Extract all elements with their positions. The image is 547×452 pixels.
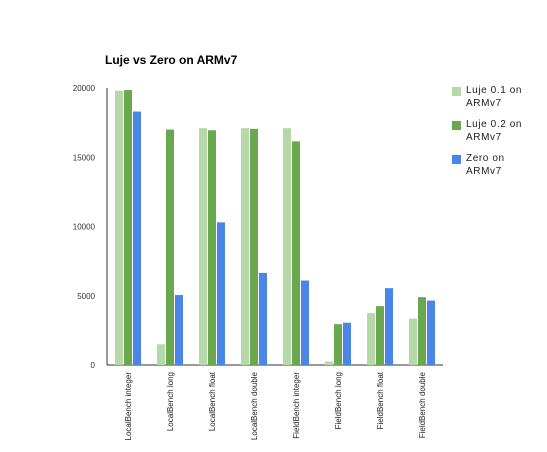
legend-label-luje-0-1: Luje 0.1 on ARMv7 <box>466 85 523 109</box>
bar <box>157 344 165 365</box>
bar <box>301 280 309 365</box>
bars <box>115 90 435 366</box>
bar <box>343 322 351 365</box>
chart-title: Luje vs Zero on ARMv7 <box>105 53 238 67</box>
bar <box>427 300 435 365</box>
bar <box>133 111 141 365</box>
x-tick-label: LocalBench double <box>250 371 259 440</box>
bar <box>259 272 267 365</box>
y-tick-label: 0 <box>91 361 96 370</box>
y-tick-label: 15000 <box>73 153 96 162</box>
legend: Luje 0.1 on ARMv7 Luje 0.2 on ARMv7 Zero… <box>452 84 544 186</box>
bar <box>166 129 174 365</box>
bar <box>217 222 225 365</box>
legend-label-luje-0-2: Luje 0.2 on ARMv7 <box>466 119 523 143</box>
y-tick-label: 20000 <box>73 84 96 93</box>
x-tick-label: LocalBench float <box>208 371 217 431</box>
bar <box>199 128 207 365</box>
bar <box>385 288 393 365</box>
bar <box>283 128 291 365</box>
x-tick-label: FieldBench long <box>334 372 343 429</box>
bar <box>367 313 375 365</box>
bar <box>376 306 384 365</box>
y-tick-label: 10000 <box>73 223 96 232</box>
x-tick-label: LocalBench integer <box>124 372 133 441</box>
x-tick-label: FieldBench double <box>418 371 427 438</box>
x-tick-label: LocalBench long <box>166 372 175 431</box>
y-axis-ticks: 0 5000 10000 15000 20000 <box>73 84 96 370</box>
x-tick-label: FieldBench integer <box>292 372 301 439</box>
legend-swatch-zero <box>452 155 461 164</box>
bar <box>124 90 132 365</box>
bar <box>175 295 183 365</box>
legend-swatch-luje-0-2 <box>452 121 461 130</box>
legend-label-zero: Zero on ARMv7 <box>466 153 505 177</box>
bar <box>250 128 258 365</box>
bar <box>334 324 342 365</box>
x-axis-labels: LocalBench integer LocalBench long LocalBe… <box>124 371 427 440</box>
bar <box>325 361 333 365</box>
x-tick-label: FieldBench float <box>376 371 385 429</box>
legend-item-luje-0-1: Luje 0.1 on ARMv7 <box>452 84 544 110</box>
bar <box>115 90 123 366</box>
legend-item-zero: Zero on ARMv7 <box>452 152 544 178</box>
bar <box>292 141 300 365</box>
bar <box>208 130 216 365</box>
legend-item-luje-0-2: Luje 0.2 on ARMv7 <box>452 118 544 144</box>
bar <box>409 318 417 365</box>
bar <box>241 128 249 365</box>
legend-swatch-luje-0-1 <box>452 87 461 96</box>
y-tick-label: 5000 <box>77 292 95 301</box>
bar <box>418 297 426 365</box>
